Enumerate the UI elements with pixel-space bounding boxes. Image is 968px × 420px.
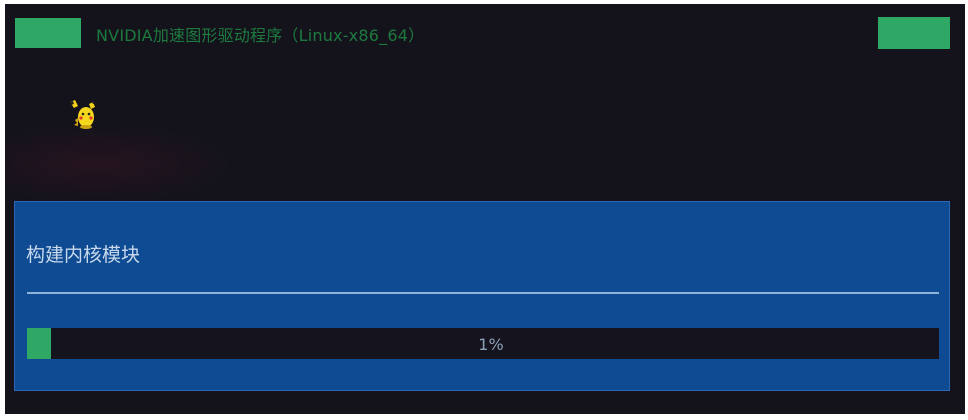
progress-percent: 1% <box>478 335 504 354</box>
status-label: 构建内核模块 <box>26 244 141 266</box>
window-title: NVIDIA加速图形驱动程序（Linux-x86_64） <box>96 26 425 45</box>
title-bar-right-block <box>878 17 950 49</box>
installer-screen: NVIDIA加速图形驱动程序（Linux-x86_64） 构建内核模块 1% <box>5 4 965 414</box>
separator <box>27 292 939 294</box>
progress-fill <box>27 328 51 359</box>
progress-bar: 1% <box>27 328 939 359</box>
title-bar: NVIDIA加速图形驱动程序（Linux-x86_64） <box>5 4 965 62</box>
pikachu-icon <box>69 98 99 130</box>
build-dialog: 构建内核模块 1% <box>14 201 950 391</box>
title-bar-left-block <box>15 18 81 48</box>
background-glow <box>5 124 235 204</box>
